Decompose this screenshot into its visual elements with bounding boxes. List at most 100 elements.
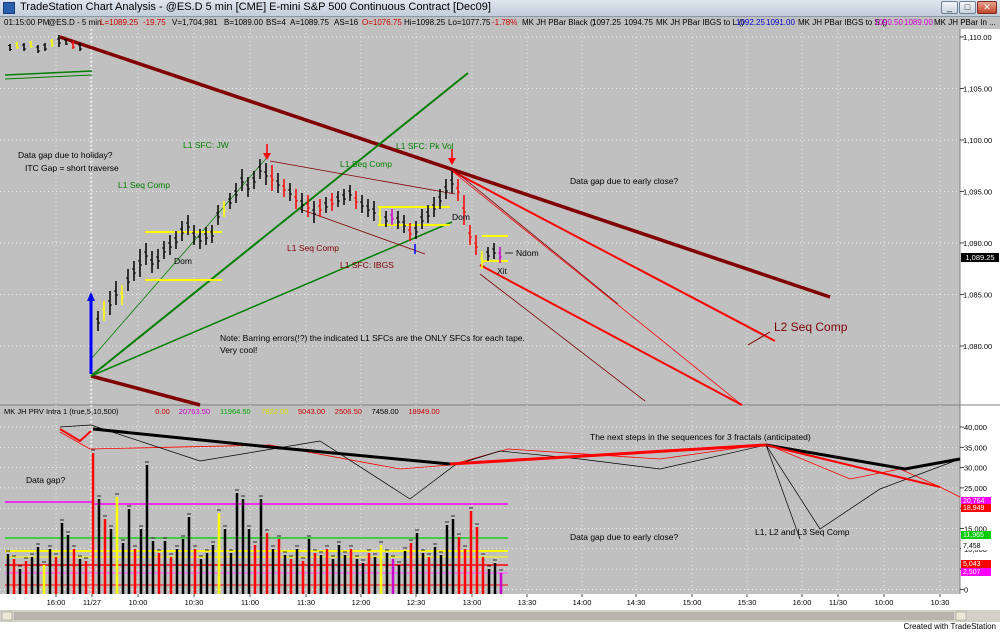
- indicator-value: MK JH PRV Intra 1 (true,5,10,500): [4, 407, 119, 416]
- indicator-value: 18949.00: [408, 407, 439, 416]
- annotation-data-gap-early-upper: Data gap due to early close?: [570, 176, 678, 186]
- indicator-value: 2506.50: [335, 407, 362, 416]
- time-tick-label: 12:30: [407, 598, 426, 607]
- indicator-value: 20763.50: [179, 407, 210, 416]
- annotation-itc-gap: ITC Gap = short traverse: [25, 163, 119, 173]
- volume-tick-label: 35,000: [964, 443, 987, 452]
- scroll-track[interactable]: [14, 612, 954, 620]
- volume-tick-label: 40,000: [964, 423, 987, 432]
- status-field: V=1,704,981: [172, 18, 218, 27]
- volume-tick-label: 0: [964, 585, 968, 594]
- minimize-button[interactable]: _: [941, 1, 958, 14]
- window-title: TradeStation Chart Analysis - @ES.D 5 mi…: [20, 1, 491, 13]
- lower-channel-line: [90, 374, 201, 407]
- status-field: A=1089.75: [290, 18, 329, 27]
- volume-badge: [961, 497, 991, 505]
- annotation-l1-sfc-ibgs: L1 SFC: IBGS: [340, 260, 394, 270]
- volume-fractal-lines: [59, 424, 961, 540]
- volume-badge: [961, 542, 991, 550]
- status-field: AS=16: [334, 18, 359, 27]
- volume-badge-label: 20,764: [963, 498, 985, 505]
- annotation-dom-right: Dom: [452, 212, 470, 222]
- volume-panel[interactable]: [0, 417, 960, 594]
- volume-badge: [961, 504, 991, 512]
- annotation-xit: Xit: [497, 266, 508, 276]
- indicator-value: 5043.00: [298, 407, 325, 416]
- indicator-value: 0.00: [155, 407, 170, 416]
- indicator-value: 11964.50: [220, 407, 251, 416]
- annotation-next-steps: The next steps in the sequences for 3 fr…: [590, 432, 811, 442]
- indicator-value: 7458.00: [372, 407, 399, 416]
- indicator-header-bar: [0, 405, 960, 417]
- volume-badge-label: 5,043: [963, 561, 981, 568]
- chart-window[interactable]: 1,110.00 1,105.00 1,100.00 1,095.00 1,090.00…: [0, 29, 1000, 622]
- green-lower-channel: [90, 221, 453, 377]
- status-line: 01:15:00 PM @ES.D - 5 min L=1089.25 -19.75 V…: [0, 17, 1000, 29]
- down-arrow-icon: [448, 158, 456, 165]
- annotation-note-line2: Very cool!: [220, 345, 257, 355]
- price-panel[interactable]: [0, 29, 960, 405]
- time-tick-label: 15:30: [738, 598, 757, 607]
- price-tick-label: 1,080.00: [963, 342, 992, 351]
- volume-badge-label: 18,949: [963, 505, 985, 512]
- chart-canvas[interactable]: 1,110.00 1,105.00 1,100.00 1,095.00 1,090.00…: [0, 29, 1000, 622]
- annotation-data-gap-holiday: Data gap due to holiday?: [18, 150, 113, 160]
- time-tick-label: 11/27: [83, 598, 101, 607]
- close-icon: ✕: [983, 2, 991, 12]
- scroll-right-button[interactable]: [955, 611, 967, 621]
- status-field: L=1089.25: [100, 18, 139, 27]
- window-titlebar: TradeStation Chart Analysis - @ES.D 5 mi…: [0, 0, 1000, 17]
- status-field: 1090.50: [874, 18, 903, 27]
- indicator-header: MK JH PRV Intra 1 (true,5,10,500) 0.00 207…: [4, 407, 440, 416]
- status-field: Lo=1077.75: [448, 18, 491, 27]
- status-field: 01:15:00 PM: [4, 18, 50, 27]
- up-arrow-icon: [87, 292, 95, 301]
- status-field: 1089.00: [904, 18, 933, 27]
- maximize-icon: □: [964, 2, 971, 12]
- volume-bars[interactable]: [6, 449, 503, 594]
- indicator-value: 7822.00: [261, 407, 288, 416]
- price-tick-label: 1,105.00: [963, 85, 992, 94]
- annotation-data-gap-lower: Data gap?: [26, 475, 65, 485]
- status-field: O=1076.75: [362, 18, 402, 27]
- annotation-data-gap-early-lower: Data gap due to early close?: [570, 532, 678, 542]
- volume-badge: [961, 560, 991, 568]
- volume-badge-label: 7,458: [963, 543, 981, 550]
- time-axis[interactable]: [0, 594, 1000, 610]
- minimize-icon: _: [946, 2, 952, 12]
- green-upper-channel: [90, 72, 469, 377]
- annotation-note-line1: Note: Barring errors(!?) the indicated L…: [220, 333, 525, 343]
- annotation-l1-seq-comp-left: L1 Seq Comp: [118, 180, 170, 190]
- price-bars[interactable]: [8, 35, 502, 331]
- close-button[interactable]: ✕: [977, 1, 997, 14]
- l2-seq-trendline: [59, 35, 831, 299]
- app-icon: [3, 2, 15, 14]
- price-tick-label: 1,110.00: [963, 33, 992, 42]
- annotation-l2-seq-comp: L2 Seq Comp: [774, 320, 848, 334]
- footer: Created with TradeStation: [0, 622, 1000, 632]
- time-tick-label: 14:30: [627, 598, 646, 607]
- time-tick-label: 10:00: [129, 598, 148, 607]
- volume-badge-label: 2,507: [963, 569, 981, 576]
- status-field: -1.78%: [492, 18, 518, 27]
- current-price-badge: [961, 253, 999, 262]
- price-tick-label: 1,090.00: [963, 239, 992, 248]
- volume-tick-label: 30,000: [964, 464, 987, 473]
- scroll-left-button[interactable]: [1, 611, 13, 621]
- signal-arrows: [87, 144, 456, 374]
- status-field: @ES.D - 5 min: [48, 18, 102, 27]
- time-tick-label: 11:30: [297, 598, 315, 607]
- annotation-l1-sfc-pk-vol: L1 SFC: Pk Vol: [396, 141, 454, 151]
- time-tick-label: 16:00: [47, 598, 66, 607]
- maximize-button[interactable]: □: [959, 1, 976, 14]
- time-tick-label: 14:00: [573, 598, 592, 607]
- status-field: Hi=1098.25: [404, 18, 446, 27]
- trend-lines: [4, 35, 831, 407]
- volume-badge: [961, 568, 991, 576]
- price-axis[interactable]: [960, 29, 1000, 405]
- price-tick-label: 1,100.00: [963, 136, 992, 145]
- status-field: 1092.25: [736, 18, 765, 27]
- status-field: MK JH PBar IBGS to L (): [656, 18, 745, 27]
- status-field: 1097.25: [592, 18, 621, 27]
